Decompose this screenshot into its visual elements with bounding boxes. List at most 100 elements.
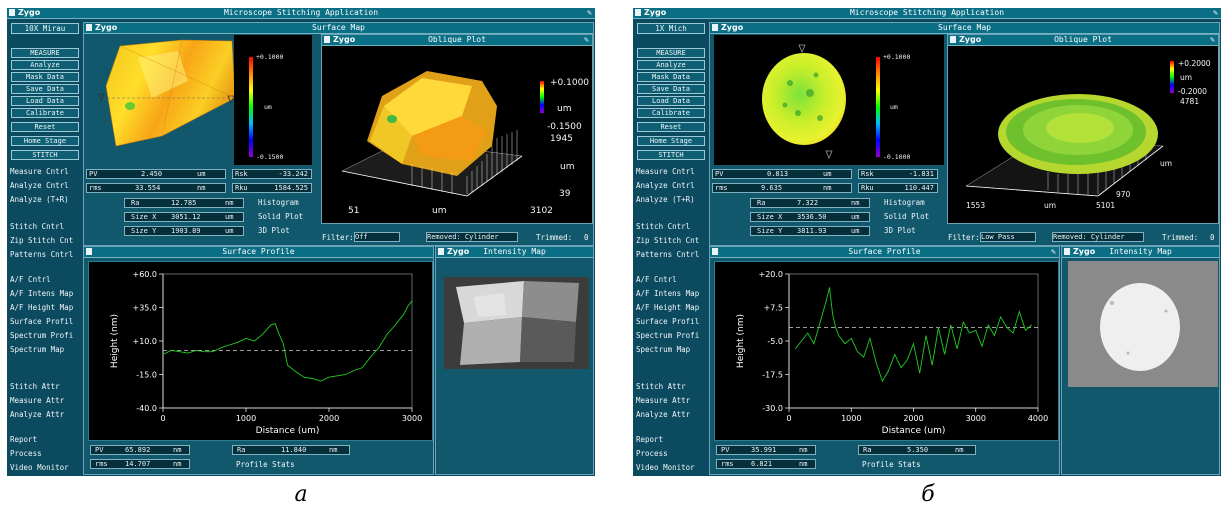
side-analyze-cntrl[interactable]: Analyze Cntrl bbox=[10, 181, 69, 190]
histogram-button[interactable]: Histogram bbox=[258, 198, 299, 207]
pin-icon[interactable]: ✎ bbox=[584, 35, 589, 44]
side-process[interactable]: Process bbox=[10, 449, 42, 458]
menu-button-save-data[interactable]: Save Data bbox=[11, 84, 79, 94]
side-analyze-cntrl[interactable]: Analyze Cntrl bbox=[636, 181, 695, 190]
side-zip-stitch[interactable]: Zip Stitch Cnt bbox=[10, 236, 74, 245]
side-af-intens-map[interactable]: A/F Intens Map bbox=[636, 289, 700, 298]
side-af-height-map[interactable]: A/F Height Map bbox=[636, 303, 700, 312]
side-surface-profile[interactable]: Surface Profil bbox=[10, 317, 74, 326]
menu-button-home-stage[interactable]: Home Stage bbox=[11, 136, 79, 146]
side-measure-attr[interactable]: Measure Attr bbox=[10, 396, 65, 405]
side-analyze-tr[interactable]: Analyze (T+R) bbox=[636, 195, 695, 204]
app-title: Microscope Stitching Application bbox=[223, 8, 379, 17]
side-stitch-attr[interactable]: Stitch Attr bbox=[636, 382, 686, 391]
solid-plot-button[interactable]: Solid Plot bbox=[884, 212, 930, 221]
filter-value[interactable]: Low Pass bbox=[980, 232, 1036, 242]
profile-stats-button[interactable]: Profile Stats bbox=[862, 460, 921, 469]
side-af-height-map[interactable]: A/F Height Map bbox=[10, 303, 74, 312]
menu-button-analyze[interactable]: Analyze bbox=[637, 60, 705, 70]
side-spectrum-map[interactable]: Spectrum Map bbox=[636, 345, 691, 354]
oblique-title-bar[interactable]: Zygo Oblique Plot ✎ bbox=[322, 35, 592, 46]
side-spectrum-map[interactable]: Spectrum Map bbox=[10, 345, 65, 354]
menu-button-measure[interactable]: MEASURE bbox=[11, 48, 79, 58]
close-icon[interactable] bbox=[1064, 248, 1070, 255]
app-title-bar[interactable]: Zygo Microscope Stitching Application ✎ bbox=[7, 8, 595, 19]
close-icon[interactable] bbox=[712, 248, 718, 255]
pin-icon[interactable]: ✎ bbox=[1051, 247, 1056, 256]
pin-icon[interactable]: ✎ bbox=[1213, 8, 1218, 17]
side-surface-profile[interactable]: Surface Profil bbox=[636, 317, 700, 326]
x-tick-label: 3000 bbox=[966, 414, 986, 423]
profile-line bbox=[162, 300, 413, 382]
side-measure-attr[interactable]: Measure Attr bbox=[636, 396, 691, 405]
surface-map-title-bar[interactable]: Zygo Surface Map bbox=[710, 23, 1219, 34]
close-icon[interactable] bbox=[9, 9, 15, 16]
side-af-cntrl[interactable]: A/F Cntrl bbox=[10, 275, 51, 284]
close-icon[interactable] bbox=[712, 24, 718, 31]
side-spectrum-profile[interactable]: Spectrum Profi bbox=[10, 331, 74, 340]
side-stitch-cntrl[interactable]: Stitch Cntrl bbox=[10, 222, 65, 231]
3d-plot-button[interactable]: 3D Plot bbox=[884, 226, 916, 235]
filter-value[interactable]: Off bbox=[354, 232, 400, 242]
y-tick-label: +10.0 bbox=[132, 337, 157, 346]
oblique-y-max: 1945 bbox=[550, 134, 573, 144]
close-icon[interactable] bbox=[950, 36, 956, 43]
pin-icon[interactable]: ✎ bbox=[1210, 35, 1215, 44]
side-analyze-tr[interactable]: Analyze (T+R) bbox=[10, 195, 69, 204]
menu-button-analyze[interactable]: Analyze bbox=[11, 60, 79, 70]
pin-icon[interactable]: ✎ bbox=[587, 8, 592, 17]
intensity-title-bar[interactable]: Zygo Intensity Map bbox=[436, 247, 593, 258]
side-spectrum-profile[interactable]: Spectrum Profi bbox=[636, 331, 700, 340]
side-video-monitor[interactable]: Video Monitor bbox=[10, 463, 69, 472]
3d-plot-button[interactable]: 3D Plot bbox=[258, 226, 290, 235]
menu-button-home-stage[interactable]: Home Stage bbox=[637, 136, 705, 146]
menu-button-save-data[interactable]: Save Data bbox=[637, 84, 705, 94]
side-analyze-attr[interactable]: Analyze Attr bbox=[636, 410, 691, 419]
oblique-colorbar bbox=[540, 81, 544, 113]
menu-button-mask-data[interactable]: Mask Data bbox=[11, 72, 79, 82]
menu-button-load-data[interactable]: Load Data bbox=[11, 96, 79, 106]
histogram-button[interactable]: Histogram bbox=[884, 198, 925, 207]
close-icon[interactable] bbox=[86, 24, 92, 31]
side-video-monitor[interactable]: Video Monitor bbox=[636, 463, 695, 472]
menu-button-mask-data[interactable]: Mask Data bbox=[637, 72, 705, 82]
oblique-title-bar[interactable]: Zygo Oblique Plot ✎ bbox=[948, 35, 1218, 46]
zygo-logo: Zygo bbox=[1073, 247, 1096, 256]
profile-stats-button[interactable]: Profile Stats bbox=[236, 460, 295, 469]
intensity-title-bar[interactable]: Zygo Intensity Map bbox=[1062, 247, 1219, 258]
side-stitch-cntrl[interactable]: Stitch Cntrl bbox=[636, 222, 691, 231]
profile-title-bar[interactable]: Surface Profile ✎ bbox=[710, 247, 1059, 258]
objective-selector[interactable]: 1X Mich bbox=[637, 23, 705, 34]
side-patterns-cntrl[interactable]: Patterns Cntrl bbox=[636, 250, 700, 259]
menu-button-calibrate[interactable]: Calibrate bbox=[11, 108, 79, 118]
oblique-x-unit: um bbox=[432, 206, 447, 216]
app-title-bar[interactable]: Zygo Microscope Stitching Application ✎ bbox=[633, 8, 1221, 19]
side-analyze-attr[interactable]: Analyze Attr bbox=[10, 410, 65, 419]
menu-button-calibrate[interactable]: Calibrate bbox=[637, 108, 705, 118]
surface-map-title-bar[interactable]: Zygo Surface Map bbox=[84, 23, 593, 34]
side-measure-cntrl[interactable]: Measure Cntrl bbox=[636, 167, 695, 176]
side-stitch-attr[interactable]: Stitch Attr bbox=[10, 382, 60, 391]
menu-button-reset[interactable]: Reset bbox=[11, 122, 79, 132]
close-icon[interactable] bbox=[324, 36, 330, 43]
menu-button-load-data[interactable]: Load Data bbox=[637, 96, 705, 106]
side-report[interactable]: Report bbox=[10, 435, 38, 444]
intensity-map-window: Zygo Intensity Map bbox=[435, 246, 594, 475]
side-report[interactable]: Report bbox=[636, 435, 664, 444]
close-icon[interactable] bbox=[635, 9, 641, 16]
side-process[interactable]: Process bbox=[636, 449, 668, 458]
menu-button-measure[interactable]: MEASURE bbox=[637, 48, 705, 58]
close-icon[interactable] bbox=[86, 248, 92, 255]
profile-title-bar[interactable]: Surface Profile bbox=[84, 247, 433, 258]
side-af-cntrl[interactable]: A/F Cntrl bbox=[636, 275, 677, 284]
side-zip-stitch[interactable]: Zip Stitch Cnt bbox=[636, 236, 700, 245]
objective-selector[interactable]: 10X Mirau bbox=[11, 23, 79, 34]
side-measure-cntrl[interactable]: Measure Cntrl bbox=[10, 167, 69, 176]
menu-button-reset[interactable]: Reset bbox=[637, 122, 705, 132]
menu-button-stitch[interactable]: STITCH bbox=[11, 150, 79, 160]
side-af-intens-map[interactable]: A/F Intens Map bbox=[10, 289, 74, 298]
close-icon[interactable] bbox=[438, 248, 444, 255]
solid-plot-button[interactable]: Solid Plot bbox=[258, 212, 304, 221]
side-patterns-cntrl[interactable]: Patterns Cntrl bbox=[10, 250, 74, 259]
menu-button-stitch[interactable]: STITCH bbox=[637, 150, 705, 160]
